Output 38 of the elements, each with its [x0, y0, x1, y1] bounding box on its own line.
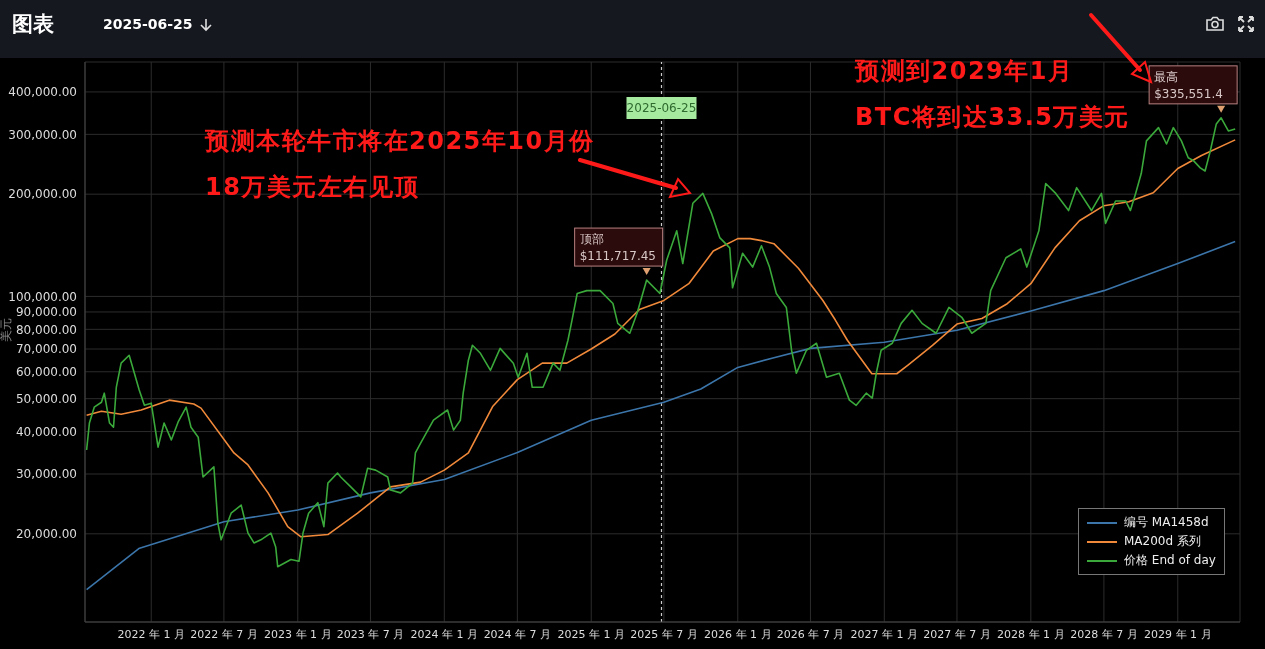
x-tick-label: 2024 年 7 月 [483, 627, 552, 641]
y-tick-label: 90,000.00 [15, 305, 77, 320]
annotation: 预测到2029年1月 BTC将到达33.5万美元 [855, 56, 1130, 133]
legend-label: MA200d 系列 [1124, 533, 1201, 550]
y-tick-label: 30,000.00 [15, 467, 77, 482]
annotation: 预测本轮牛市将在2025年10月份 18万美元左右见顶 [205, 126, 595, 203]
chart-title: 图表 [12, 11, 54, 38]
y-tick-label: 60,000.00 [15, 365, 77, 380]
y-tick-label: 50,000.00 [15, 391, 77, 406]
y-tick-label: 80,000.00 [15, 322, 77, 337]
y-tick-label: 100,000.00 [8, 289, 77, 304]
y-tick-label: 40,000.00 [15, 424, 77, 439]
x-tick-label: 2022 年 7 月 [190, 627, 258, 641]
x-tick-label: 2027 年 1 月 [850, 627, 919, 641]
chart-subtitle: 2025-06-25 [103, 16, 193, 32]
x-tick-label: 2025 年 1 月 [557, 627, 625, 641]
y-tick-label: 300,000.00 [8, 127, 77, 142]
annotation: 最高 $335,551.4 [1154, 69, 1223, 101]
x-tick-label: 2029 年 1 月 [1144, 627, 1212, 641]
ref-line-label: 2025-06-25 [626, 101, 697, 115]
x-tick-label: 2026 年 7 月 [776, 627, 845, 641]
x-tick-label: 2022 年 1 月 [117, 627, 185, 641]
y-tick-label: 20,000.00 [15, 527, 77, 542]
x-tick-label: 2026 年 1 月 [704, 627, 772, 641]
legend-label: 编号 MA1458d [1124, 514, 1209, 531]
x-tick-label: 2027 年 7 月 [923, 627, 991, 641]
annotation: 顶部 $111,717.45 [579, 232, 656, 264]
y-tick-label: 400,000.00 [8, 85, 77, 100]
x-tick-label: 2028 年 7 月 [1070, 627, 1138, 641]
x-tick-label: 2028 年 1 月 [997, 627, 1065, 641]
y-axis-title: 美元 [0, 318, 14, 342]
legend-label: 价格 End of day [1124, 552, 1216, 569]
x-tick-label: 2023 年 1 月 [264, 627, 332, 641]
y-tick-label: 200,000.00 [8, 187, 77, 202]
x-tick-label: 2024 年 1 月 [410, 627, 479, 641]
x-tick-label: 2023 年 7 月 [336, 627, 405, 641]
x-tick-label: 2025 年 7 月 [630, 627, 698, 641]
y-tick-label: 70,000.00 [15, 342, 77, 357]
